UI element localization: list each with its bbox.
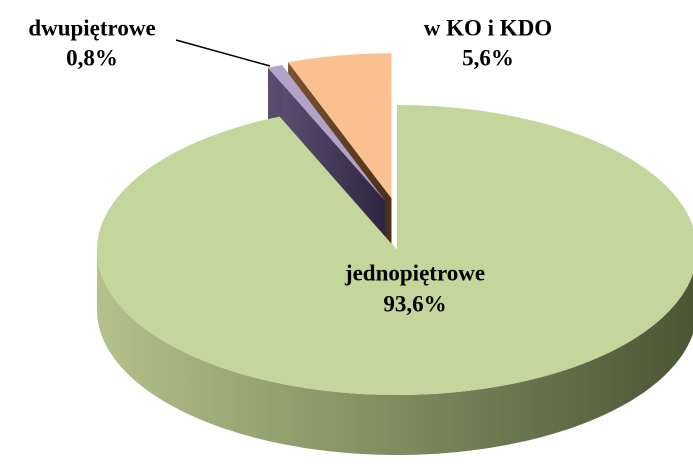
slice-top <box>97 105 693 395</box>
slice-value-label: 93,6% <box>383 291 446 316</box>
leader-line <box>175 39 271 67</box>
slices <box>97 53 693 455</box>
slice-side <box>97 250 693 455</box>
slice-value-label: 0,8% <box>66 45 118 70</box>
slice-top <box>267 65 386 202</box>
slice-value-label: 5,6% <box>462 45 514 70</box>
slice-label: jednopiętrowe <box>344 260 485 285</box>
slice-label: w KO i KDO <box>424 15 552 40</box>
slice-top <box>288 53 392 199</box>
slice <box>97 105 693 455</box>
slice-label: dwupiętrowe <box>28 15 155 40</box>
